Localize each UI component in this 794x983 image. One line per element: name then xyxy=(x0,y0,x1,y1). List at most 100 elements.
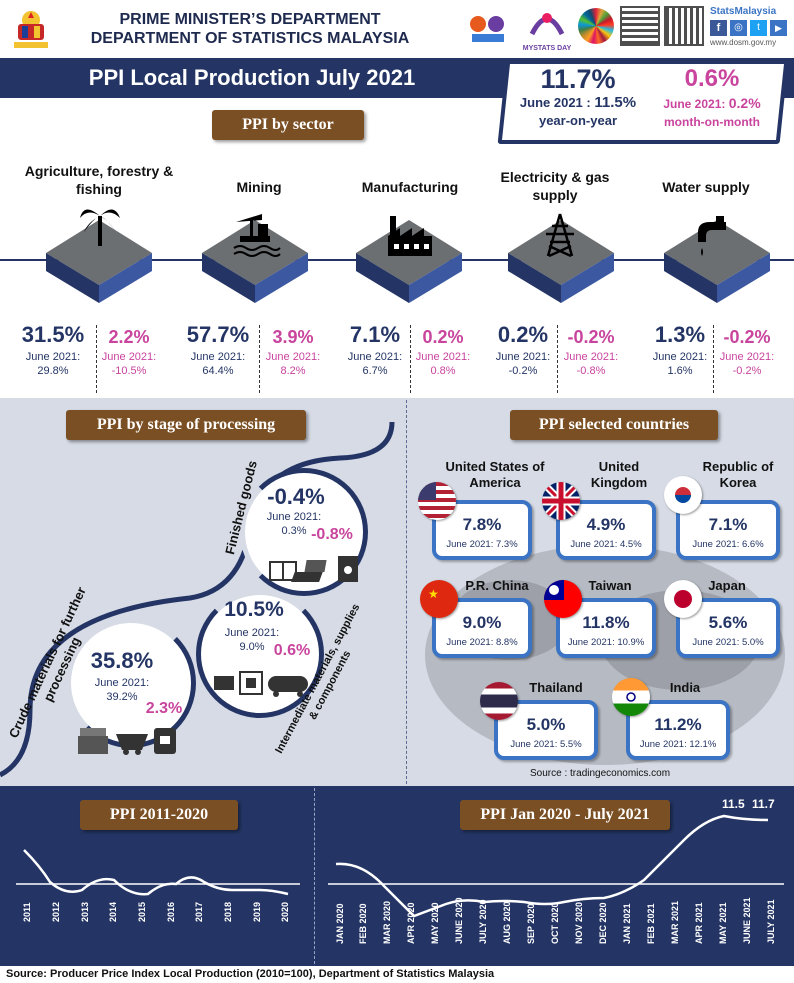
mining-tile xyxy=(202,220,308,303)
instagram-icon[interactable]: ◎ xyxy=(730,20,747,36)
country-box: 7.8% June 2021: 7.3% xyxy=(432,500,532,560)
sector-divider xyxy=(410,325,411,393)
month-label: APR 2021 xyxy=(694,902,704,944)
prev-label: June 2021: xyxy=(495,351,551,363)
country-value: 4.9% xyxy=(586,515,626,534)
footer-source: Source: Producer Price Index Local Produ… xyxy=(6,968,495,980)
stage-prev: June 2021: 0.3% xyxy=(254,510,334,538)
sector-name: Manufacturing xyxy=(361,179,459,195)
stage-yoy: 10.5% xyxy=(224,598,284,621)
month-label: JUNE 2021 xyxy=(742,897,752,944)
month-label: APR 2020 xyxy=(406,902,416,944)
sector-yoy: 1.3% xyxy=(654,322,706,347)
china-flag-icon: ★ xyxy=(420,580,458,618)
facebook-icon[interactable]: f xyxy=(710,20,727,36)
month-label: FEB 2021 xyxy=(646,903,656,944)
stats-malaysia-brand: StatsMalaysia xyxy=(710,6,777,17)
month-label: MAR 2021 xyxy=(670,900,680,944)
country-value: 5.0% xyxy=(526,715,566,734)
prev-value: 8.2% xyxy=(280,365,306,377)
japan-flag-icon xyxy=(664,580,702,618)
sector-yoy-prev: June 2021: 29.8% xyxy=(14,350,92,378)
charts-divider xyxy=(314,788,315,964)
components-icon xyxy=(212,668,312,698)
sector-mom: 0.2% xyxy=(422,327,464,347)
country-name: Japan xyxy=(708,578,746,593)
chart1-line xyxy=(23,849,289,896)
sector-yoy: 31.5% xyxy=(21,322,85,347)
sector-mom: 3.9% xyxy=(272,327,314,347)
mystats-day-logo: MYSTATS DAY xyxy=(522,4,572,52)
country-prev: June 2021: 7.3% xyxy=(446,539,518,550)
sector-divider xyxy=(557,325,558,393)
prev-label: June 2021: xyxy=(266,511,322,523)
month-label: FEB 2020 xyxy=(358,903,368,944)
sector-mom: -0.2% xyxy=(567,327,615,347)
stage-mom: 0.6% xyxy=(273,642,311,659)
country-prev: June 2021: 12.1% xyxy=(639,739,717,750)
country-value: 5.6% xyxy=(708,613,748,632)
prev-label: June 2021: xyxy=(563,351,619,363)
furniture-icon xyxy=(268,552,364,586)
water-tap-icon xyxy=(694,212,734,258)
page-title: PPI Local Production July 2021 xyxy=(88,65,416,90)
intermediate-circle xyxy=(196,590,324,718)
prev-label: June 2021: xyxy=(652,351,708,363)
sector-yoy-prev: June 2021: -0.2% xyxy=(490,350,556,378)
stage-yoy: 35.8% xyxy=(90,648,154,673)
agriculture-tile xyxy=(46,220,152,303)
prev-value: 1.6% xyxy=(667,365,693,377)
qr-code-1[interactable] xyxy=(620,6,660,46)
sector-section-title: PPI by sector xyxy=(212,110,364,140)
month-label: JAN 2020 xyxy=(335,903,345,944)
prev-label: June 2021: xyxy=(719,351,775,363)
chart2-label-june: 11.5 xyxy=(722,797,745,811)
thailand-flag-icon xyxy=(480,682,518,720)
prev-value: 0.8% xyxy=(430,365,456,377)
youtube-icon[interactable]: ▶ xyxy=(770,20,787,36)
country-prev: June 2021: 4.5% xyxy=(570,539,642,550)
country-prev: June 2021: 6.6% xyxy=(692,539,764,550)
month-label: JUNE 2020 xyxy=(454,897,464,944)
yoy-label: year-on-year xyxy=(538,113,618,128)
country-value: 11.8% xyxy=(582,613,630,632)
year-label: 2016 xyxy=(166,901,176,922)
sector-yoy: 57.7% xyxy=(186,322,250,347)
water-tile xyxy=(664,220,770,303)
sector-yoy-prev: June 2021: 1.6% xyxy=(650,350,710,378)
ministry-line-1: PRIME MINISTER’S DEPARTMENT xyxy=(119,11,381,28)
yoy-previous: June 2021 : 11.5% xyxy=(508,94,648,112)
mom-label: month-on-month xyxy=(664,115,760,129)
korea-flag-icon xyxy=(664,476,702,514)
country-name: United Kingdom xyxy=(590,459,648,490)
sector-name: Mining xyxy=(236,179,282,195)
country-name: India xyxy=(669,680,701,695)
year-label: 2018 xyxy=(223,901,233,922)
prev-value: -0.2% xyxy=(508,365,538,377)
mom-previous-label: June 2021: xyxy=(663,97,726,111)
country-prev: June 2021: 10.9% xyxy=(567,637,645,648)
middle-divider xyxy=(406,400,407,784)
month-label: OCT 2020 xyxy=(550,902,560,944)
website-url[interactable]: www.dosm.gov.my xyxy=(710,38,777,47)
month-label: AUG 2020 xyxy=(502,901,512,944)
month-label: JULY 2021 xyxy=(766,899,776,944)
year-label: 2011 xyxy=(22,902,32,922)
country-value: 7.8% xyxy=(462,515,502,534)
month-label: MAY 2021 xyxy=(718,902,728,944)
countries-source: Source : tradingeconomics.com xyxy=(530,768,671,779)
sector-mom-prev: June 2021: 0.8% xyxy=(410,350,476,378)
taiwan-flag-icon xyxy=(544,580,582,618)
stage-mom: -0.8% xyxy=(311,526,353,543)
sector-yoy: 0.2% xyxy=(497,322,549,347)
svg-text:★: ★ xyxy=(428,587,439,601)
qr-code-2[interactable] xyxy=(664,6,704,46)
mom-value: 0.6% xyxy=(684,65,740,92)
stage-yoy: -0.4% xyxy=(267,484,325,509)
stage-prev: June 2021: 9.0% xyxy=(212,626,292,654)
prev-label: June 2021: xyxy=(25,351,81,363)
sector-name: Agriculture, forestry & fishing xyxy=(24,163,174,197)
twitter-icon[interactable]: t xyxy=(750,20,767,36)
country-name: P.R. China xyxy=(465,578,529,593)
sector-yoy: 7.1% xyxy=(349,322,401,347)
